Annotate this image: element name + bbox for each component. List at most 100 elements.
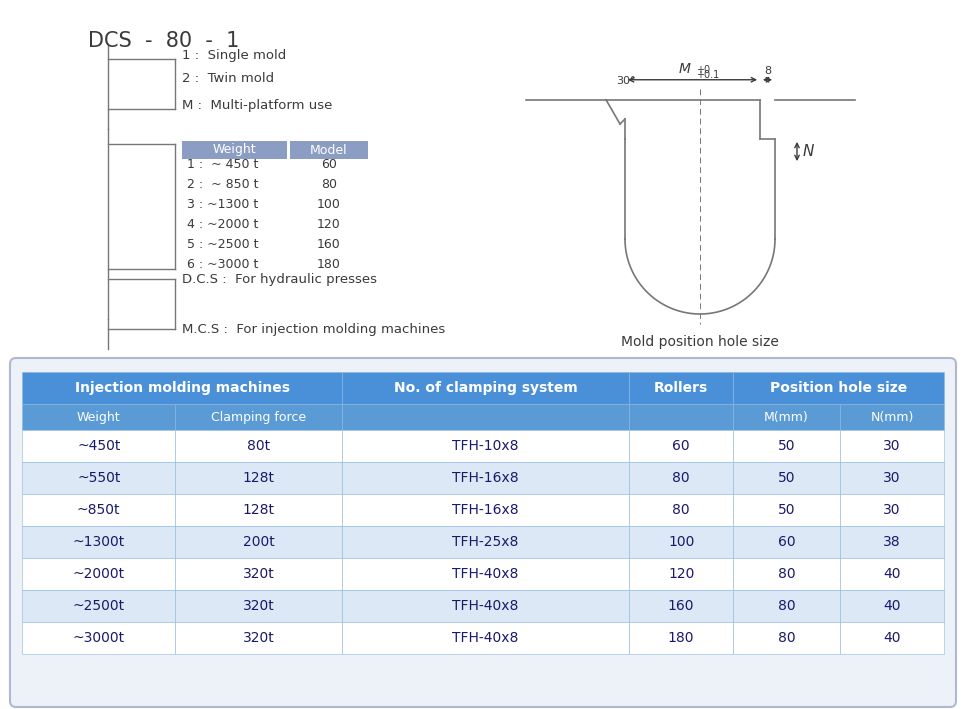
FancyBboxPatch shape bbox=[839, 462, 944, 494]
Text: No. of clamping system: No. of clamping system bbox=[394, 381, 578, 395]
FancyBboxPatch shape bbox=[629, 622, 733, 654]
FancyBboxPatch shape bbox=[342, 430, 629, 462]
FancyBboxPatch shape bbox=[342, 494, 629, 526]
Text: ~3000t: ~3000t bbox=[72, 631, 125, 645]
FancyBboxPatch shape bbox=[733, 462, 839, 494]
Text: 160: 160 bbox=[317, 238, 341, 252]
FancyBboxPatch shape bbox=[839, 526, 944, 558]
FancyBboxPatch shape bbox=[22, 622, 176, 654]
Text: 100: 100 bbox=[317, 199, 341, 211]
FancyBboxPatch shape bbox=[629, 404, 733, 430]
Text: 40: 40 bbox=[883, 599, 900, 613]
FancyBboxPatch shape bbox=[176, 558, 342, 590]
FancyBboxPatch shape bbox=[176, 622, 342, 654]
FancyBboxPatch shape bbox=[839, 404, 944, 430]
Text: 50: 50 bbox=[778, 439, 795, 453]
FancyBboxPatch shape bbox=[182, 141, 287, 159]
FancyBboxPatch shape bbox=[629, 462, 733, 494]
Text: M :  Multi-platform use: M : Multi-platform use bbox=[182, 99, 332, 113]
Text: 1 :  Single mold: 1 : Single mold bbox=[182, 50, 286, 62]
Text: 128t: 128t bbox=[242, 503, 275, 517]
Text: 80: 80 bbox=[778, 599, 795, 613]
FancyBboxPatch shape bbox=[733, 526, 839, 558]
Text: ~1300t: ~1300t bbox=[72, 535, 125, 549]
FancyBboxPatch shape bbox=[342, 526, 629, 558]
FancyBboxPatch shape bbox=[10, 358, 956, 707]
Text: D.C.S :  For hydraulic presses: D.C.S : For hydraulic presses bbox=[182, 272, 377, 286]
FancyBboxPatch shape bbox=[839, 558, 944, 590]
Text: 80: 80 bbox=[321, 179, 337, 191]
Text: 50: 50 bbox=[778, 503, 795, 517]
FancyBboxPatch shape bbox=[22, 558, 176, 590]
FancyBboxPatch shape bbox=[176, 590, 342, 622]
FancyBboxPatch shape bbox=[22, 462, 176, 494]
Text: Weight: Weight bbox=[213, 143, 256, 157]
Text: 320t: 320t bbox=[243, 567, 274, 581]
FancyBboxPatch shape bbox=[342, 558, 629, 590]
Text: 8: 8 bbox=[764, 66, 771, 76]
Text: TFH-16x8: TFH-16x8 bbox=[452, 503, 519, 517]
Text: 180: 180 bbox=[668, 631, 695, 645]
Text: 30: 30 bbox=[883, 503, 900, 517]
Text: 2 :  ~ 850 t: 2 : ~ 850 t bbox=[187, 179, 259, 191]
FancyBboxPatch shape bbox=[733, 622, 839, 654]
Text: 320t: 320t bbox=[243, 631, 274, 645]
Text: M(mm): M(mm) bbox=[764, 411, 809, 423]
Text: 2 :  Twin mold: 2 : Twin mold bbox=[182, 72, 274, 86]
FancyBboxPatch shape bbox=[733, 430, 839, 462]
FancyBboxPatch shape bbox=[22, 372, 342, 404]
FancyBboxPatch shape bbox=[839, 590, 944, 622]
FancyBboxPatch shape bbox=[342, 404, 629, 430]
Text: 80: 80 bbox=[778, 631, 795, 645]
Text: M: M bbox=[678, 62, 691, 76]
FancyBboxPatch shape bbox=[629, 372, 733, 404]
FancyBboxPatch shape bbox=[176, 430, 342, 462]
FancyBboxPatch shape bbox=[342, 622, 629, 654]
FancyBboxPatch shape bbox=[22, 404, 176, 430]
FancyBboxPatch shape bbox=[629, 526, 733, 558]
Text: Mold position hole size: Mold position hole size bbox=[621, 335, 779, 349]
Text: 40: 40 bbox=[883, 631, 900, 645]
Text: 120: 120 bbox=[668, 567, 695, 581]
FancyBboxPatch shape bbox=[733, 372, 944, 404]
Text: Position hole size: Position hole size bbox=[770, 381, 907, 395]
Text: 40: 40 bbox=[883, 567, 900, 581]
Text: 30: 30 bbox=[883, 471, 900, 485]
Text: TFH-10x8: TFH-10x8 bbox=[452, 439, 519, 453]
Text: 1 :  ~ 450 t: 1 : ~ 450 t bbox=[187, 159, 258, 172]
FancyBboxPatch shape bbox=[176, 404, 342, 430]
Text: 3 : ~1300 t: 3 : ~1300 t bbox=[187, 199, 258, 211]
Text: 180: 180 bbox=[317, 259, 341, 272]
FancyBboxPatch shape bbox=[733, 494, 839, 526]
Text: 50: 50 bbox=[778, 471, 795, 485]
FancyBboxPatch shape bbox=[342, 372, 629, 404]
Text: +0.1: +0.1 bbox=[696, 69, 720, 79]
Text: 5 : ~2500 t: 5 : ~2500 t bbox=[187, 238, 259, 252]
Text: 60: 60 bbox=[321, 159, 337, 172]
FancyBboxPatch shape bbox=[629, 558, 733, 590]
FancyBboxPatch shape bbox=[839, 622, 944, 654]
FancyBboxPatch shape bbox=[176, 526, 342, 558]
Text: 200t: 200t bbox=[243, 535, 274, 549]
FancyBboxPatch shape bbox=[629, 590, 733, 622]
Text: 80: 80 bbox=[778, 567, 795, 581]
Text: +0: +0 bbox=[696, 65, 711, 74]
Text: TFH-16x8: TFH-16x8 bbox=[452, 471, 519, 485]
FancyBboxPatch shape bbox=[290, 141, 368, 159]
FancyBboxPatch shape bbox=[839, 430, 944, 462]
FancyBboxPatch shape bbox=[176, 462, 342, 494]
Text: 30: 30 bbox=[883, 439, 900, 453]
Text: TFH-25x8: TFH-25x8 bbox=[452, 535, 519, 549]
Text: 160: 160 bbox=[668, 599, 695, 613]
Text: ~850t: ~850t bbox=[77, 503, 121, 517]
Text: Injection molding machines: Injection molding machines bbox=[74, 381, 290, 395]
Text: 100: 100 bbox=[668, 535, 695, 549]
Text: 80t: 80t bbox=[247, 439, 270, 453]
FancyBboxPatch shape bbox=[839, 494, 944, 526]
Text: ~550t: ~550t bbox=[77, 471, 121, 485]
Text: Weight: Weight bbox=[77, 411, 121, 423]
Text: 120: 120 bbox=[317, 218, 341, 232]
FancyBboxPatch shape bbox=[733, 404, 839, 430]
FancyBboxPatch shape bbox=[176, 494, 342, 526]
Text: 80: 80 bbox=[672, 471, 690, 485]
